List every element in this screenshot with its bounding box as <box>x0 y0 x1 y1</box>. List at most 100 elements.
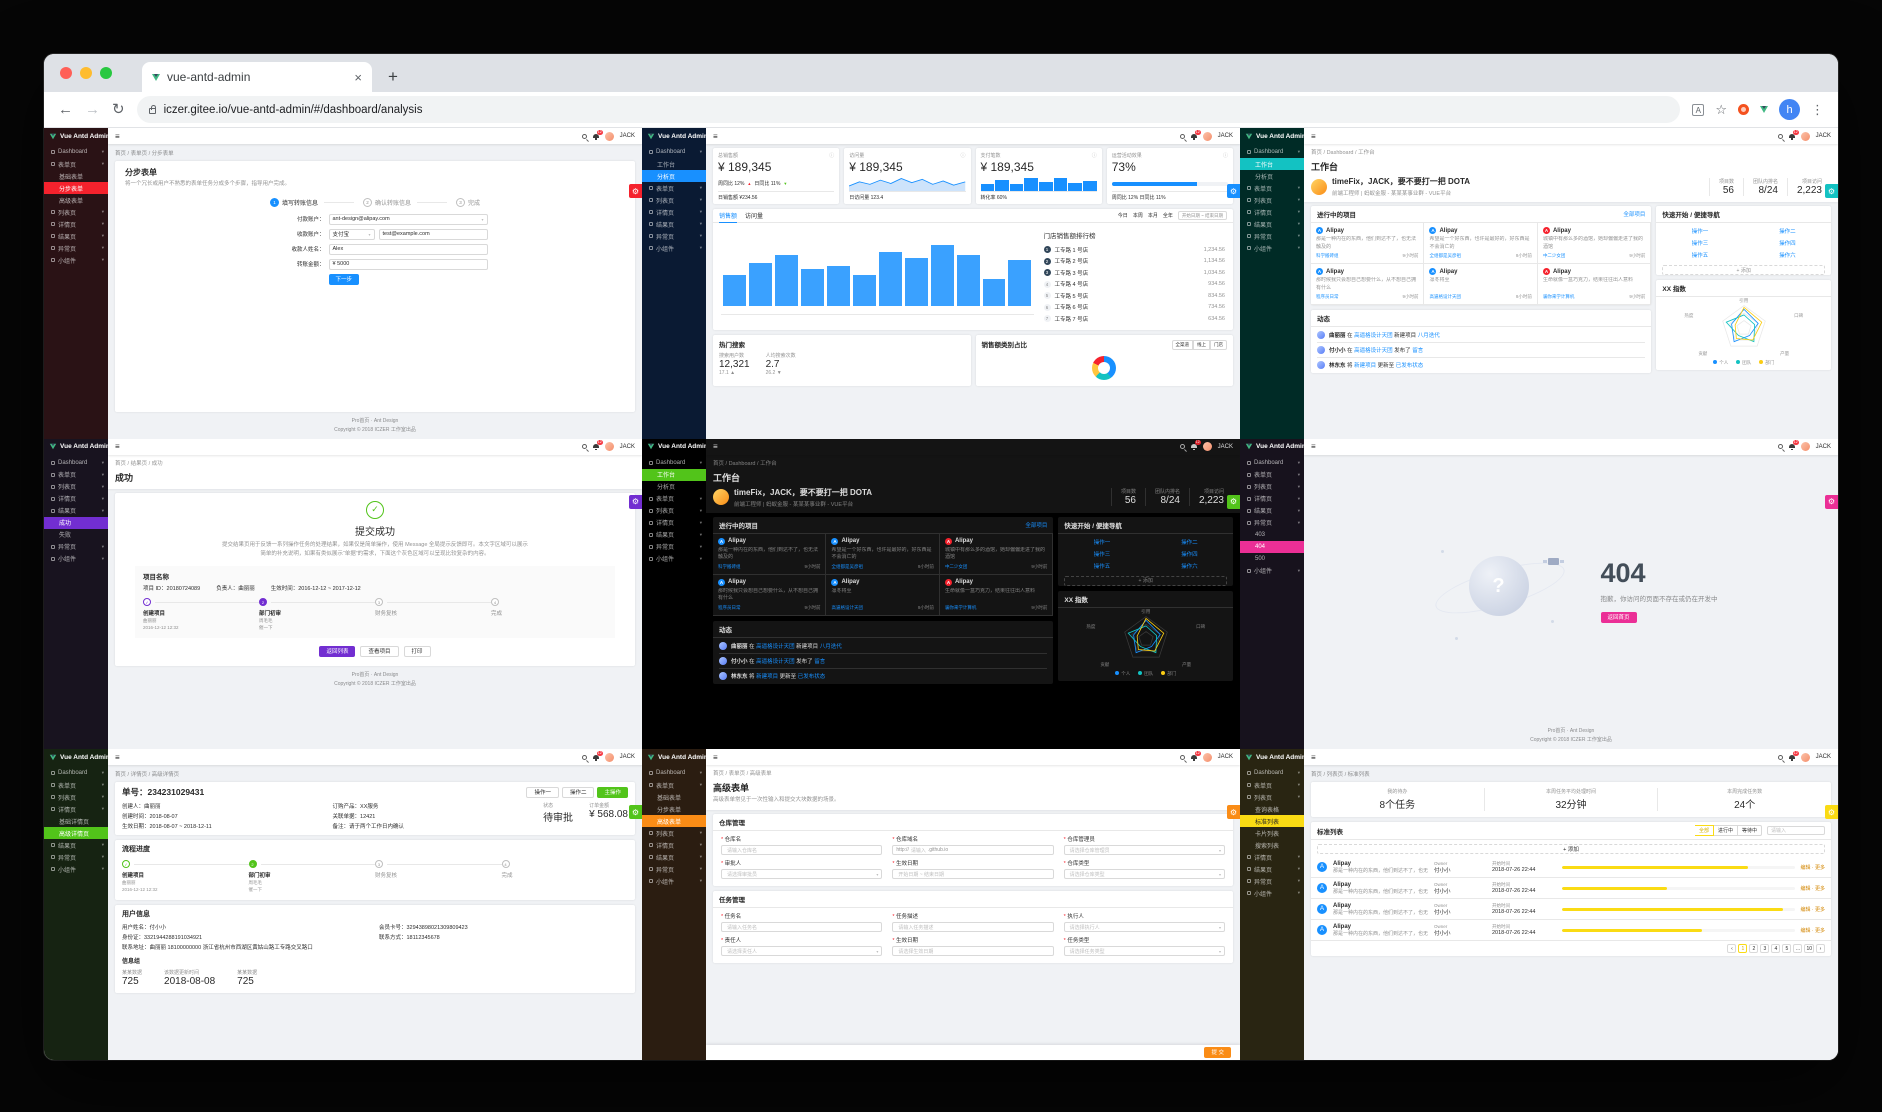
action-button[interactable]: 返回列表 <box>319 645 356 657</box>
sidebar-item[interactable]: 表单页 ▾ <box>1240 182 1304 194</box>
all-projects-link[interactable]: 全部项目 <box>1623 212 1646 218</box>
sidebar-item[interactable]: 工作台 <box>1240 158 1304 170</box>
menu-collapse-icon[interactable]: ≡ <box>1311 752 1316 762</box>
project-card[interactable]: A Alipay 生命就像一盒巧克力，结果往往出人意料 骗你来学计算机 9小时前 <box>1537 264 1652 305</box>
quick-op-link[interactable]: 操作三 <box>1093 551 1111 558</box>
group-link[interactable]: 程序员日常 <box>1316 294 1339 299</box>
footer-links[interactable]: Pro首页 · Ant Design <box>351 671 399 678</box>
notification-bell-icon[interactable]: 12 <box>1788 129 1799 140</box>
item-actions[interactable]: 编辑 · 更多 <box>1800 885 1825 892</box>
group-link[interactable]: 科学搬砖组 <box>1316 253 1339 258</box>
add-quick-op-button[interactable]: + 添加 <box>1662 265 1825 275</box>
menu-collapse-icon[interactable]: ≡ <box>713 131 718 141</box>
project-card[interactable]: A Alipay 生命就像一盒巧克力，结果往往出人意料 骗你来学计算机 9小时前 <box>939 574 1054 616</box>
sidebar-item[interactable]: 结果页 ▾ <box>44 839 108 851</box>
sidebar-item[interactable]: 基础表单 <box>657 795 682 802</box>
sidebar-item[interactable]: Dashboard ▾ <box>44 457 108 469</box>
group-link[interactable]: 中二少女团 <box>1542 253 1566 258</box>
close-window-button[interactable] <box>60 67 72 79</box>
sidebar-item[interactable]: Dashboard ▾ <box>1240 457 1304 469</box>
sidebar-item[interactable]: 表单页 ▾ <box>44 158 108 170</box>
search-icon[interactable] <box>1179 444 1185 450</box>
app-logo[interactable]: Vue Antd Admin <box>642 439 706 455</box>
project-card[interactable]: A Alipay 凛冬将至 高逼格设计天团 9小时前 <box>826 574 940 616</box>
theme-settings-handle[interactable]: ⚙ <box>1227 494 1240 509</box>
quick-op-link[interactable]: 操作五 <box>1691 253 1709 259</box>
sidebar-item[interactable]: 结果页 ▾ <box>1240 218 1304 230</box>
theme-settings-handle[interactable]: ⚙ <box>629 805 642 820</box>
minimize-window-button[interactable] <box>80 67 92 79</box>
sidebar-item[interactable]: 表单页 ▾ <box>642 779 706 791</box>
project-card[interactable]: A Alipay 那是一种内在的东西，他们到达不了，也无法触及的 科学搬砖组 9小时前 <box>713 533 827 575</box>
quick-op-link[interactable]: 操作六 <box>1181 563 1198 570</box>
sidebar-item[interactable]: 异常页 ▾ <box>1240 230 1304 242</box>
sidebar-item[interactable]: Dashboard ▾ <box>642 146 706 158</box>
sidebar-item[interactable]: 小组件 ▾ <box>1240 242 1304 254</box>
user-avatar[interactable] <box>1202 752 1212 762</box>
menu-collapse-icon[interactable]: ≡ <box>713 752 718 762</box>
payer-select[interactable]: ant-design@alipay.com ▾ <box>328 213 488 225</box>
notification-bell-icon[interactable]: 12 <box>592 750 603 761</box>
sidebar-item[interactable]: 查询表格 <box>1255 807 1280 814</box>
sidebar-item[interactable]: 列表页 ▾ <box>44 206 108 218</box>
page-button[interactable]: … <box>1793 944 1803 954</box>
sidebar-item[interactable]: 表单页 ▾ <box>1240 779 1304 791</box>
sidebar-item[interactable]: 标准列表 <box>1240 815 1304 828</box>
quick-op-link[interactable]: 操作二 <box>1181 539 1198 546</box>
notification-bell-icon[interactable]: 12 <box>1788 440 1799 451</box>
next-step-button[interactable]: 下一步 <box>328 273 360 285</box>
menu-collapse-icon[interactable]: ≡ <box>115 131 120 141</box>
address-bar[interactable]: iczer.gitee.io/vue-antd-admin/#/dashboar… <box>136 96 1681 123</box>
sidebar-item[interactable]: 详情页 ▾ <box>44 218 108 230</box>
project-card[interactable]: A Alipay 城镇中有那么多的酒馆，她却偏偏走进了我的酒馆 中二少女团 9小时前 <box>939 533 1054 575</box>
date-range-picker[interactable]: 开始日期 ~ 结束日期 <box>1177 211 1227 220</box>
sidebar-item[interactable]: 高级详情页 <box>44 827 108 840</box>
quick-op-link[interactable]: 操作六 <box>1779 253 1796 259</box>
sidebar-item[interactable]: 异常页 ▾ <box>44 541 108 553</box>
user-avatar[interactable] <box>604 752 614 762</box>
reload-button[interactable]: ↻ <box>112 101 125 118</box>
sidebar-item[interactable]: 小组件 ▾ <box>44 553 108 565</box>
item-title[interactable]: Alipay <box>1333 881 1352 888</box>
app-logo[interactable]: Vue Antd Admin <box>642 128 706 144</box>
payee-name-input[interactable]: Alex <box>328 243 488 255</box>
translate-icon[interactable]: A <box>1692 103 1705 116</box>
quick-op-link[interactable]: 操作五 <box>1093 563 1111 570</box>
sidebar-item[interactable]: 列表页 ▾ <box>1240 194 1304 206</box>
filter-radio[interactable]: 进行中 <box>1713 825 1738 837</box>
browser-menu-icon[interactable]: ⋮ <box>1811 101 1824 117</box>
forward-button[interactable]: → <box>85 101 100 118</box>
range-link[interactable]: 本周 <box>1132 213 1143 219</box>
submit-button[interactable]: 提 交 <box>1204 1046 1231 1058</box>
sidebar-item[interactable]: Dashboard ▾ <box>642 767 706 779</box>
project-card[interactable]: A Alipay 那是一种内在的东西，他们到达不了，也无法触及的 科学搬砖组 9小时前 <box>1311 223 1425 264</box>
sidebar-item[interactable]: 异常页 ▾ <box>1240 875 1304 887</box>
add-quick-op-button[interactable]: + 添加 <box>1064 575 1227 586</box>
quick-op-link[interactable]: 操作四 <box>1779 241 1796 247</box>
sidebar-item[interactable]: Dashboard ▾ <box>44 767 108 779</box>
item-actions[interactable]: 编辑 · 更多 <box>1800 864 1825 871</box>
field-input[interactable]: 开始日期 ~ 结束日期 <box>892 869 1054 880</box>
back-home-button[interactable]: 返回首页 <box>1600 611 1637 623</box>
page-button[interactable]: 3 <box>1760 944 1770 954</box>
theme-settings-handle[interactable]: ⚙ <box>1227 805 1240 820</box>
group-link[interactable]: 全组都是吴彦祖 <box>1429 253 1461 258</box>
menu-collapse-icon[interactable]: ≡ <box>115 752 120 762</box>
sidebar-item[interactable]: Dashboard ▾ <box>44 146 108 158</box>
sidebar-item[interactable]: 结果页 ▾ <box>44 505 108 517</box>
profile-avatar[interactable]: h <box>1779 99 1800 120</box>
user-avatar[interactable] <box>1202 131 1212 141</box>
payee-type-select[interactable]: 支付宝 ▾ <box>328 228 375 240</box>
notification-bell-icon[interactable]: 12 <box>592 440 603 451</box>
sidebar-item[interactable]: 结果页 ▾ <box>1240 863 1304 875</box>
sidebar-item[interactable]: 小组件 ▾ <box>1240 565 1304 577</box>
app-logo[interactable]: Vue Antd Admin <box>1240 439 1304 455</box>
sidebar-item[interactable]: 列表页 ▾ <box>642 505 706 517</box>
menu-collapse-icon[interactable]: ≡ <box>1311 131 1316 141</box>
page-button[interactable]: 5 <box>1782 944 1792 954</box>
search-icon[interactable] <box>1179 754 1185 760</box>
payee-account-input[interactable]: test@example.com <box>378 228 488 240</box>
group-link[interactable]: 全组都是吴彦祖 <box>831 563 863 569</box>
quick-op-link[interactable]: 操作四 <box>1181 551 1198 558</box>
sidebar-item[interactable]: 异常页 ▾ <box>642 863 706 875</box>
